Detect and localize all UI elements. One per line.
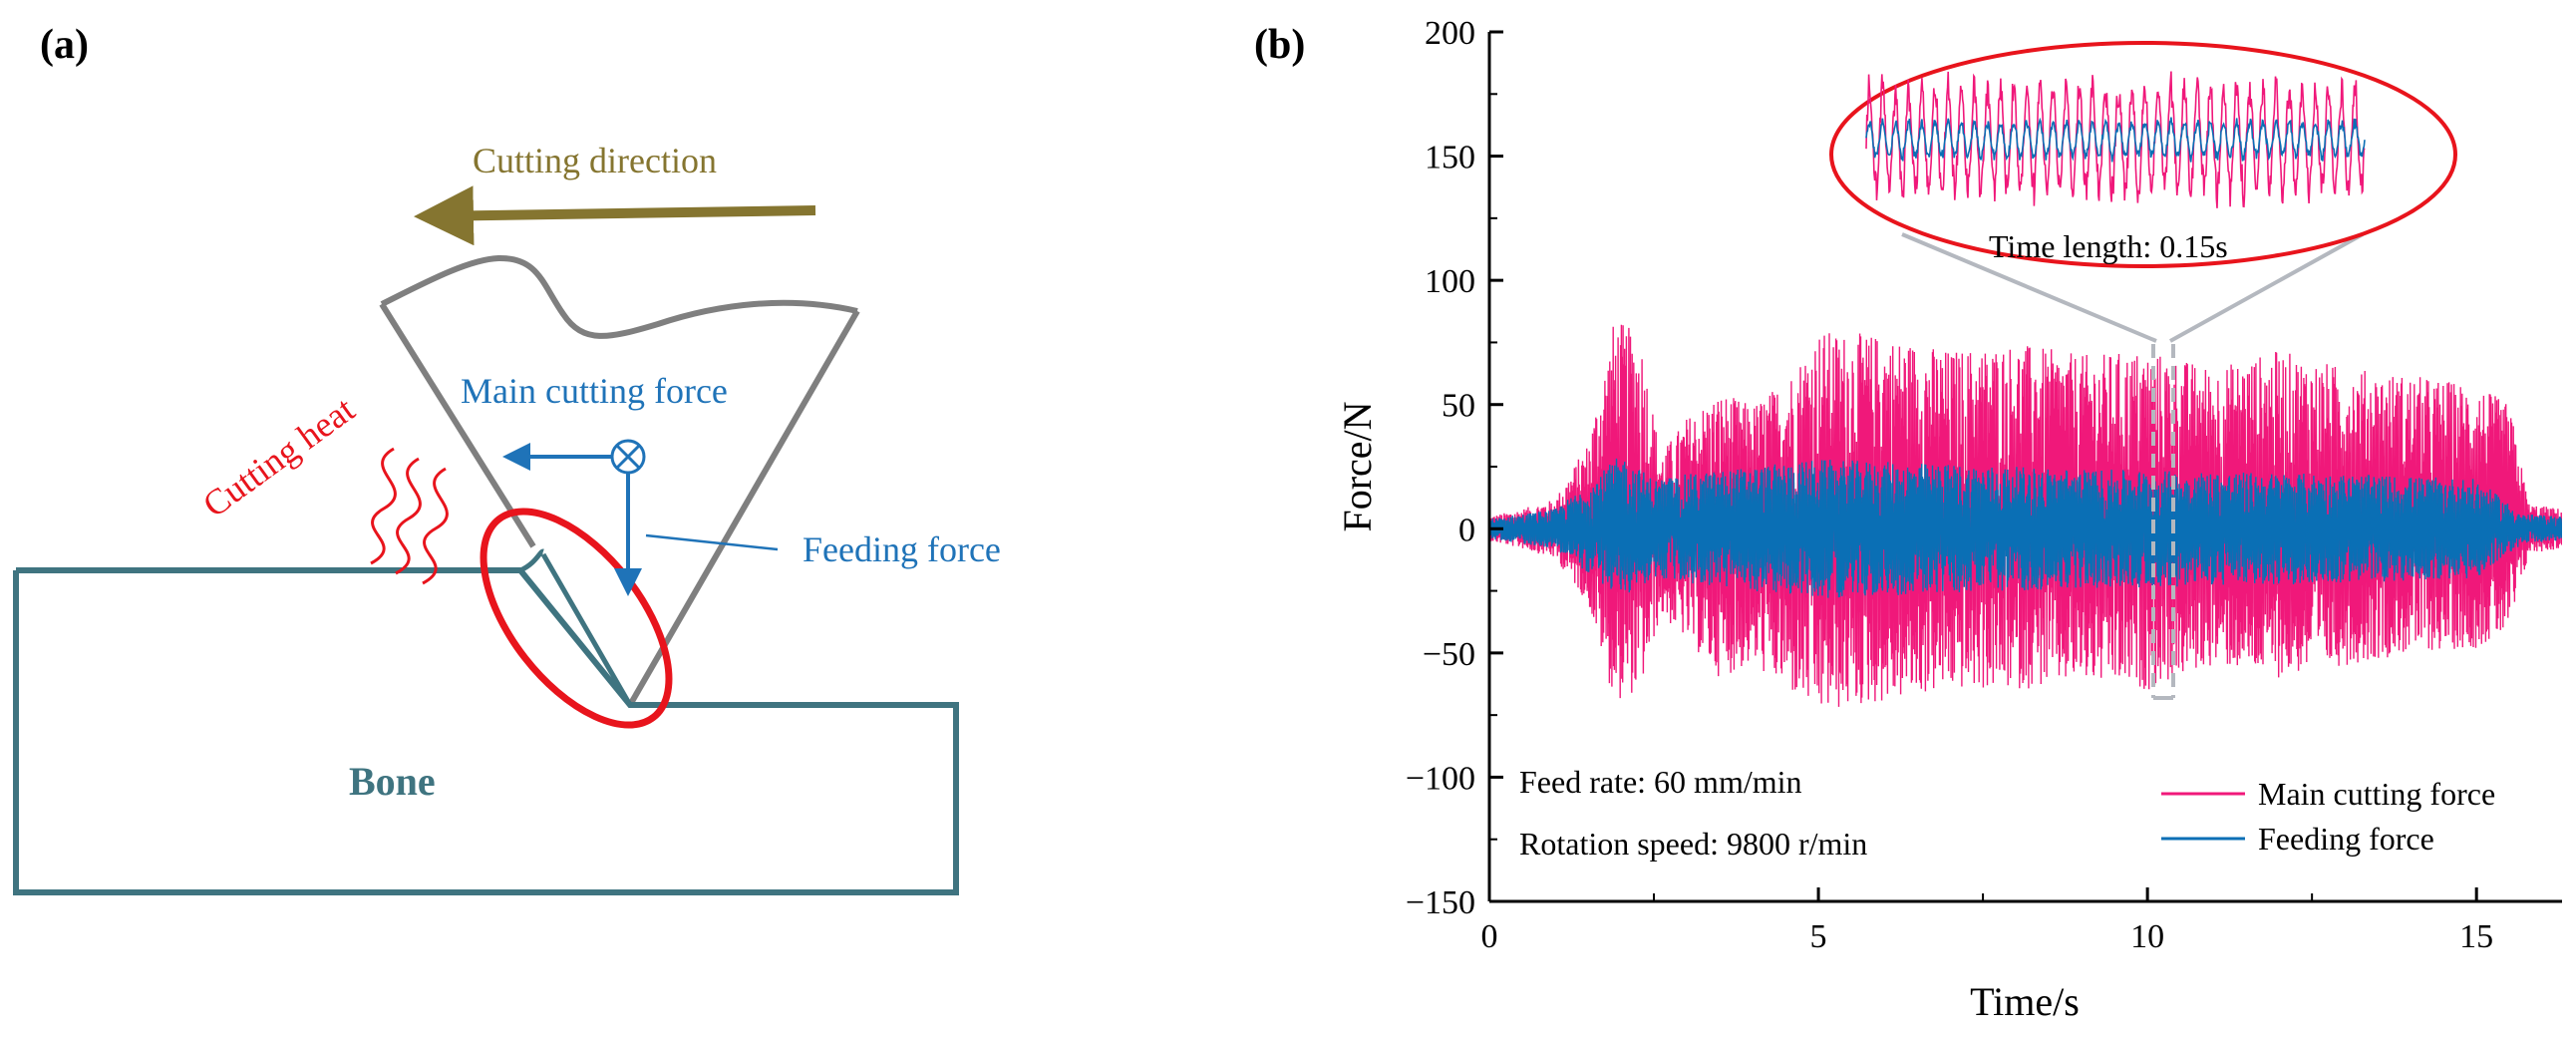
y-axis-title: Force/N (1335, 401, 1380, 531)
x-tick-label: 5 (1810, 918, 1827, 955)
y-tick-label: 200 (1425, 15, 1475, 52)
panel-b-label: (b) (1254, 22, 1305, 68)
cutting-direction-label: Cutting direction (473, 141, 717, 180)
tool-top-edge (380, 254, 858, 339)
tool-flank-face (627, 309, 860, 707)
feeding-force-label: Feeding force (803, 529, 1001, 569)
sample-window-marker (2151, 344, 2175, 698)
y-tick-label: 100 (1425, 263, 1475, 300)
chip-lower (518, 568, 632, 707)
inset-connector-left (1901, 232, 2157, 343)
chip-upper (540, 552, 633, 707)
panel-a: (a) Cutting direction Bone Main cutting … (13, 22, 1001, 895)
feeding-force-leader (645, 533, 779, 551)
y-tick-label: −100 (1406, 760, 1475, 797)
y-tick-label: 0 (1458, 512, 1475, 548)
y-tick-label: −50 (1423, 636, 1475, 673)
panel-b: (b) Time length: 0.15s 200150100500−50−1… (1254, 15, 2562, 1024)
chip-curl (518, 548, 544, 573)
legend-feed-label: Feeding force (2258, 821, 2434, 857)
legend-main-label: Main cutting force (2258, 776, 2495, 812)
y-tick-label: −150 (1406, 884, 1475, 921)
cutting-heat-label: Cutting heat (195, 389, 362, 524)
bone-outline (13, 567, 959, 895)
x-tick-label: 10 (2130, 918, 2164, 955)
inset-signal (1865, 71, 2366, 208)
legend: Main cutting force Feeding force (2161, 776, 2495, 857)
y-tick-label: 150 (1425, 140, 1475, 176)
force-origin-cross-2 (615, 444, 641, 470)
x-tick-label: 15 (2459, 918, 2493, 955)
x-axis-title: Time/s (1970, 979, 2080, 1024)
main-cutting-force-label: Main cutting force (461, 371, 728, 411)
inset-connector-right (2169, 232, 2364, 343)
x-tick-label: 0 (1481, 918, 1498, 955)
heat-waves-icon (370, 447, 449, 585)
rotation-speed-label: Rotation speed: 9800 r/min (1519, 826, 1867, 862)
feed-rate-label: Feed rate: 60 mm/min (1519, 764, 1802, 800)
y-tick-label: 50 (1442, 388, 1475, 425)
cutting-direction-arrow (414, 185, 816, 246)
panel-a-label: (a) (40, 22, 89, 68)
tool-rake-face (379, 302, 536, 548)
bone-label: Bone (349, 759, 436, 804)
inset-time-length-label: Time length: 0.15s (1989, 228, 2228, 264)
contact-zone-ellipse (480, 508, 673, 729)
inset-main-cutting-force (1865, 71, 2366, 208)
inset-feeding-force (1865, 117, 2366, 163)
series-feeding-force (1489, 458, 2562, 598)
signal-area (1489, 324, 2562, 707)
